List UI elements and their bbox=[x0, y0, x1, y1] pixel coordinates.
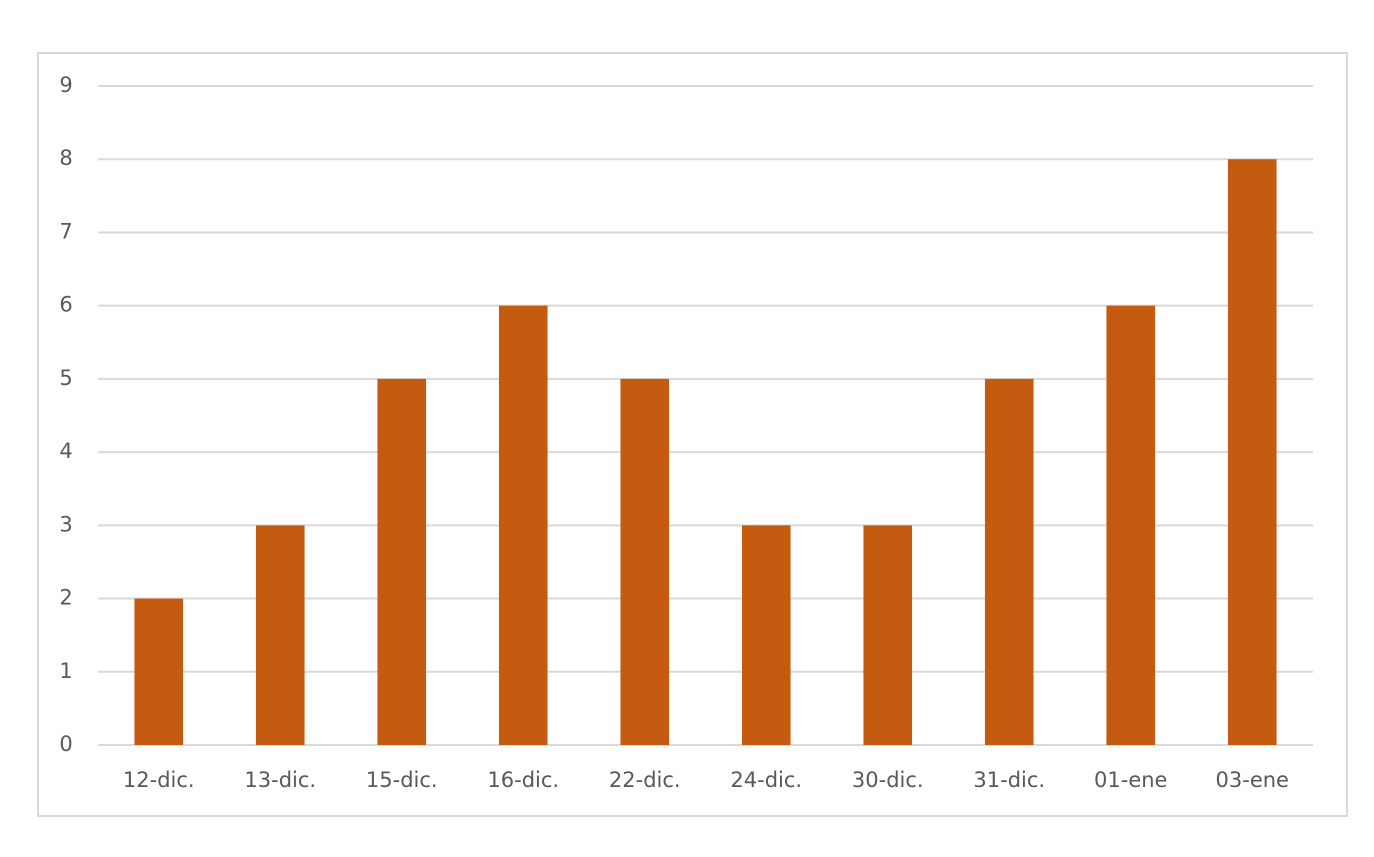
x-tick-label: 16-dic. bbox=[487, 768, 559, 792]
y-tick-label: 1 bbox=[59, 659, 72, 683]
x-tick-label: 31-dic. bbox=[973, 768, 1045, 792]
y-tick-label: 8 bbox=[59, 146, 72, 170]
y-tick-label: 5 bbox=[59, 366, 72, 390]
bar bbox=[1106, 305, 1156, 745]
y-tick-label: 7 bbox=[59, 219, 72, 243]
y-tick-label: 2 bbox=[59, 586, 72, 610]
y-tick-label: 3 bbox=[59, 512, 72, 536]
x-tick-label: 15-dic. bbox=[366, 768, 438, 792]
bar bbox=[1227, 159, 1277, 745]
x-tick-label: 24-dic. bbox=[730, 768, 802, 792]
y-tick-label: 0 bbox=[59, 732, 72, 756]
y-tick-label: 4 bbox=[59, 439, 72, 463]
x-tick-label: 12-dic. bbox=[123, 768, 195, 792]
x-tick-label: 01-ene bbox=[1094, 768, 1167, 792]
bar bbox=[377, 378, 427, 745]
x-tick-label: 03-ene bbox=[1216, 768, 1289, 792]
bar bbox=[863, 525, 913, 745]
bar bbox=[498, 305, 548, 745]
bar bbox=[984, 378, 1034, 745]
y-tick-label: 6 bbox=[59, 293, 72, 317]
bar bbox=[255, 525, 305, 745]
bar bbox=[741, 525, 791, 745]
y-tick-label: 9 bbox=[59, 73, 72, 97]
bar bbox=[134, 598, 184, 745]
x-tick-label: 30-dic. bbox=[852, 768, 924, 792]
x-tick-label: 22-dic. bbox=[609, 768, 681, 792]
x-tick-label: 13-dic. bbox=[244, 768, 316, 792]
bar bbox=[620, 378, 670, 745]
